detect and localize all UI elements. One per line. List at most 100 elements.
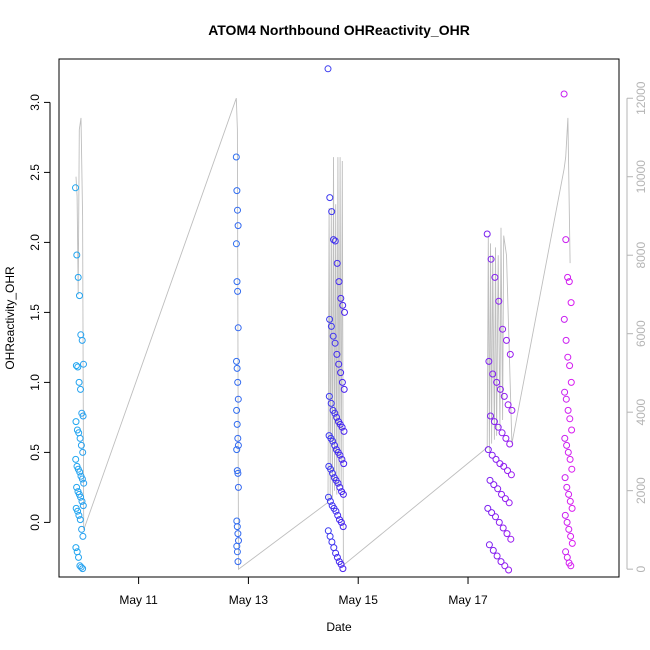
data-point <box>78 475 86 483</box>
data-point <box>493 378 501 386</box>
data-point <box>233 548 241 556</box>
data-point <box>567 562 575 570</box>
data-point <box>338 455 346 463</box>
data-point <box>337 518 345 526</box>
data-point <box>568 539 576 547</box>
secondary-series-line <box>75 98 571 571</box>
data-point <box>76 292 83 300</box>
data-point <box>335 278 343 286</box>
data-point <box>484 446 492 454</box>
data-point <box>77 493 85 501</box>
data-point <box>489 546 497 554</box>
data-point <box>234 395 242 403</box>
data-point <box>74 273 82 281</box>
data-point <box>76 468 84 476</box>
y2-tick-label: 10000 <box>634 160 648 194</box>
data-point <box>566 455 574 463</box>
data-point <box>563 441 571 449</box>
data-point <box>561 388 569 396</box>
data-point <box>492 455 500 463</box>
data-point <box>79 502 87 510</box>
data-point <box>501 562 509 570</box>
data-point <box>562 336 570 344</box>
data-point <box>560 315 568 323</box>
y-tick-label: 1.0 <box>28 374 42 391</box>
data-point <box>341 308 348 316</box>
data-point <box>327 322 335 330</box>
data-point <box>564 353 572 361</box>
data-point <box>493 552 501 560</box>
data-point <box>334 479 342 487</box>
x-tick-label: May 15 <box>339 593 379 607</box>
data-point <box>232 240 240 248</box>
axis-layer: 0.0 0.5 1.0 1.5 2.0 2.5 3.0 May 11 May 13 May 15 M… <box>28 81 648 607</box>
data-point <box>495 297 503 305</box>
data-point <box>327 465 335 473</box>
data-point <box>331 237 339 245</box>
y-tick-label: 2.5 <box>28 164 42 181</box>
data-point <box>74 363 82 371</box>
data-point <box>78 336 86 344</box>
data-point <box>77 441 85 449</box>
data-point <box>491 273 499 281</box>
data-point <box>329 437 337 445</box>
x-tick-label: May 11 <box>119 593 158 607</box>
data-point <box>561 434 569 442</box>
data-point <box>324 65 332 73</box>
data-point <box>234 222 242 230</box>
x-tick-label: May 17 <box>448 593 488 607</box>
data-point <box>507 471 515 479</box>
data-point <box>329 469 336 477</box>
data-point <box>564 406 572 414</box>
data-point <box>234 378 242 386</box>
data-point <box>487 255 495 263</box>
data-point <box>564 448 572 456</box>
data-point <box>79 532 87 540</box>
chart-title: ATOM4 Northbound OHReactivity_OHR <box>208 22 470 38</box>
data-point <box>331 441 339 449</box>
data-point <box>486 476 494 484</box>
data-point <box>484 504 492 512</box>
data-point <box>234 558 242 566</box>
data-point <box>488 509 496 517</box>
data-point <box>233 467 241 475</box>
data-point <box>72 418 80 426</box>
data-point <box>504 401 512 409</box>
data-point <box>563 518 571 526</box>
data-point <box>326 315 334 323</box>
data-point <box>490 418 498 426</box>
data-point <box>561 511 569 519</box>
data-point <box>494 423 502 431</box>
data-point <box>568 465 576 473</box>
data-point <box>76 434 84 442</box>
data-point <box>337 369 345 377</box>
data-point <box>335 360 343 368</box>
data-point <box>329 332 337 340</box>
data-point <box>492 513 499 521</box>
data-point <box>565 525 573 533</box>
data-point <box>500 392 508 400</box>
data-point <box>77 563 85 571</box>
data-point <box>324 527 332 535</box>
data-point <box>233 517 241 525</box>
data-point <box>561 474 569 482</box>
data-point <box>80 479 88 487</box>
data-point <box>498 429 506 437</box>
data-point <box>334 511 342 519</box>
data-point <box>326 532 334 540</box>
y-tick-label: 0.0 <box>28 514 42 531</box>
data-point <box>330 544 338 552</box>
data-point <box>497 558 505 566</box>
data-point <box>340 427 348 435</box>
data-point <box>73 548 81 556</box>
data-point <box>565 490 573 498</box>
y2-tick-label: 8000 <box>634 242 648 269</box>
data-point <box>232 153 240 161</box>
data-point <box>75 553 82 561</box>
data-point <box>333 350 341 358</box>
data-point <box>562 236 570 244</box>
data-point <box>339 490 347 498</box>
data-point <box>333 413 341 421</box>
data-point <box>567 299 575 307</box>
data-point <box>505 499 513 507</box>
